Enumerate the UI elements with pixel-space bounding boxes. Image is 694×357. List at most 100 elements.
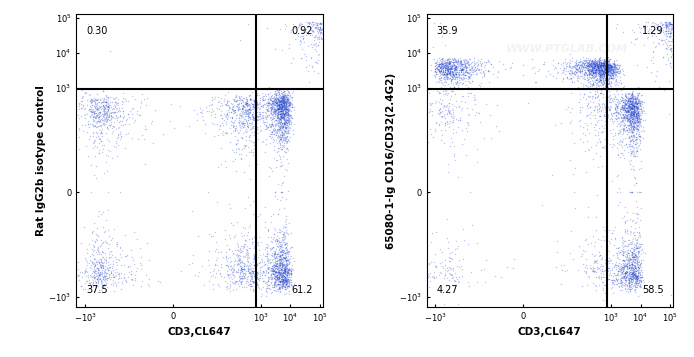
Point <box>236 267 247 272</box>
Point <box>221 99 232 105</box>
Point <box>450 64 461 70</box>
Point <box>598 71 609 77</box>
Point <box>274 126 285 132</box>
Point <box>444 68 455 74</box>
Point <box>663 111 675 117</box>
Point <box>609 130 620 136</box>
Point <box>598 59 609 65</box>
Point <box>626 260 637 265</box>
Point <box>629 36 641 41</box>
Point <box>283 101 294 107</box>
Point <box>87 99 98 105</box>
Point <box>448 72 459 78</box>
Point <box>239 122 250 128</box>
Point <box>452 69 463 75</box>
Point <box>600 102 611 108</box>
Point <box>598 64 609 70</box>
Point <box>610 70 621 75</box>
Point <box>589 70 600 76</box>
Point <box>276 270 287 276</box>
Point <box>449 62 460 67</box>
Point <box>625 117 636 123</box>
Point <box>628 104 639 110</box>
Point <box>624 113 635 119</box>
Point <box>248 286 259 291</box>
Point <box>623 122 634 127</box>
Point <box>239 144 251 149</box>
Point <box>278 93 289 99</box>
Point <box>93 114 104 120</box>
Text: 58.5: 58.5 <box>642 285 663 295</box>
Point <box>437 63 448 69</box>
Point <box>440 115 451 121</box>
Point <box>462 84 473 90</box>
Point <box>602 64 613 70</box>
Point <box>582 241 593 247</box>
Point <box>248 115 260 121</box>
Point <box>96 258 107 263</box>
Point <box>100 97 111 102</box>
Point <box>280 97 291 103</box>
Point <box>205 102 217 107</box>
Point <box>272 135 283 140</box>
Point <box>625 101 636 107</box>
Point <box>586 94 598 99</box>
Point <box>454 60 465 65</box>
Point <box>276 119 287 125</box>
Point <box>589 73 600 79</box>
Point <box>266 117 277 123</box>
Point <box>232 97 243 102</box>
Point <box>580 71 591 76</box>
Point <box>623 272 634 278</box>
Point <box>281 101 292 107</box>
Point <box>250 92 261 98</box>
Point <box>262 270 273 276</box>
Point <box>603 78 614 84</box>
Point <box>269 89 280 94</box>
Point <box>600 256 611 262</box>
Point <box>482 59 493 64</box>
Point <box>312 36 323 42</box>
Point <box>634 136 645 141</box>
Point <box>117 90 128 96</box>
Point <box>618 273 629 279</box>
Point <box>599 77 610 83</box>
Point <box>627 97 638 103</box>
Point <box>605 69 616 75</box>
Point <box>613 65 624 70</box>
Point <box>241 126 252 132</box>
Point <box>631 252 642 258</box>
Point <box>628 134 639 139</box>
Point <box>274 263 285 268</box>
Point <box>271 261 282 266</box>
Point <box>280 119 291 125</box>
Point <box>84 136 95 141</box>
Point <box>279 233 290 238</box>
Point <box>598 78 609 84</box>
Point <box>273 271 285 277</box>
Point <box>92 267 103 272</box>
Point <box>456 67 467 73</box>
Point <box>532 68 543 74</box>
Point <box>280 122 291 127</box>
Point <box>92 131 103 136</box>
Point <box>456 66 467 72</box>
Point <box>434 69 445 75</box>
Point <box>280 102 291 108</box>
Point <box>625 105 636 110</box>
Point <box>617 112 628 118</box>
Point <box>619 106 630 111</box>
Point <box>240 101 251 107</box>
Point <box>269 128 280 134</box>
Point <box>618 97 629 102</box>
Point <box>246 121 257 127</box>
Point <box>303 20 314 26</box>
Point <box>626 157 637 162</box>
Point <box>240 111 251 116</box>
Point <box>275 116 286 122</box>
Point <box>100 110 111 116</box>
Point <box>226 106 237 112</box>
Point <box>101 217 112 222</box>
Point <box>593 62 604 67</box>
Point <box>286 104 297 110</box>
